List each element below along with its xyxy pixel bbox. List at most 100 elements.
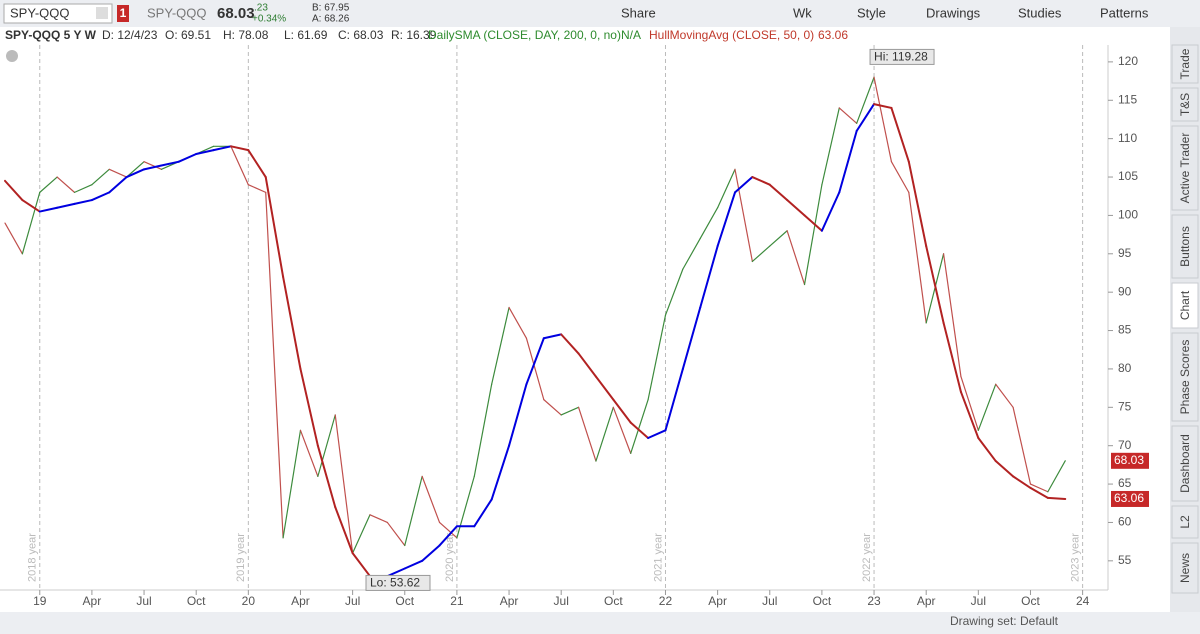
side-tab-label: T&S: [1178, 93, 1192, 116]
series-segment: [1029, 486, 1049, 499]
x-tick-label: 22: [659, 594, 673, 608]
side-tab[interactable]: [1171, 332, 1199, 422]
series-segment: [317, 414, 336, 477]
side-tab[interactable]: [1171, 87, 1199, 122]
series-segment: [542, 333, 563, 340]
series-segment: [751, 176, 771, 186]
x-tick-label: Apr: [500, 594, 519, 608]
series-segment: [247, 184, 267, 193]
toolbar-button[interactable]: Style: [857, 5, 886, 20]
change-pct: +0.34%: [252, 14, 286, 25]
series-segment: [39, 176, 58, 193]
side-tab[interactable]: [1171, 542, 1199, 594]
symbol-dropdown[interactable]: [96, 7, 108, 19]
annotation-box: [365, 574, 431, 591]
x-tick-label: 24: [1076, 594, 1090, 608]
side-tab[interactable]: [1171, 214, 1199, 279]
side-tab[interactable]: [1171, 44, 1199, 84]
series-segment: [612, 406, 632, 454]
series-segment: [716, 191, 736, 248]
series-segment: [856, 76, 875, 124]
side-tab[interactable]: [1171, 425, 1199, 502]
price-badge-label: 63.06: [1114, 491, 1144, 505]
x-tick-label: 19: [33, 594, 47, 608]
series-segment: [1012, 475, 1032, 489]
series-segment: [838, 129, 858, 194]
side-tab[interactable]: [1171, 505, 1199, 539]
link-badge[interactable]: [117, 5, 129, 22]
series-segment: [264, 176, 285, 278]
series-segment: [681, 306, 702, 370]
y-tick-label: 115: [1118, 92, 1137, 106]
year-label: 2021 year: [652, 533, 664, 582]
toolbar-button[interactable]: Share: [621, 5, 656, 20]
series-segment: [682, 237, 701, 270]
status-bar: [0, 612, 1200, 634]
annotation: Lo: 53.62: [370, 576, 420, 590]
series-segment: [126, 161, 145, 178]
study-field: D: 12/4/23: [102, 28, 158, 42]
series-segment: [612, 398, 632, 424]
series-segment: [1029, 483, 1049, 493]
series-segment: [803, 214, 823, 232]
series-segment: [1012, 406, 1032, 485]
series-segment: [595, 406, 614, 462]
series-segment: [873, 103, 893, 109]
side-tab-label: Phase Scores: [1178, 340, 1192, 415]
series-segment: [334, 414, 354, 554]
series-segment: [334, 506, 354, 555]
series-segment: [769, 230, 788, 247]
toolbar-button[interactable]: Drawings: [926, 5, 981, 20]
series-segment: [855, 103, 876, 132]
toolbar-button[interactable]: Wk: [793, 5, 812, 20]
series-segment: [473, 383, 493, 477]
ask: A: 68.26: [312, 14, 350, 25]
y-tick-label: 60: [1118, 515, 1132, 529]
x-tick-label: Oct: [1021, 594, 1040, 608]
side-tab[interactable]: [1171, 282, 1199, 329]
series-segment: [143, 164, 163, 171]
series-segment: [177, 153, 198, 163]
series-segment: [230, 145, 249, 186]
series-segment: [56, 202, 76, 209]
toolbar: [0, 0, 1200, 27]
series-segment: [838, 107, 858, 124]
y-tick-label: 70: [1118, 438, 1132, 452]
series-segment: [421, 475, 441, 524]
y-tick-label: 100: [1118, 208, 1138, 222]
sma-label: DailySMA (CLOSE, DAY, 200, 0, no): [428, 28, 621, 42]
side-tab-label: News: [1178, 553, 1192, 583]
series-segment: [942, 253, 962, 378]
drawing-set: Drawing set: Default: [950, 614, 1059, 628]
study-field: L: 61.69: [284, 28, 328, 42]
y-tick-label: 85: [1118, 323, 1132, 337]
y-tick-label: 95: [1118, 246, 1132, 260]
series-segment: [960, 376, 979, 431]
x-tick-label: Jul: [345, 594, 360, 608]
series-segment: [994, 460, 1015, 478]
series-segment: [959, 390, 980, 440]
info-icon[interactable]: [6, 50, 18, 62]
series-segment: [525, 337, 545, 401]
series-segment: [577, 352, 597, 378]
side-tab[interactable]: [1171, 125, 1199, 211]
symbol-box[interactable]: [3, 3, 113, 24]
study-field: O: 69.51: [165, 28, 211, 42]
series-segment: [108, 176, 128, 194]
series-segment: [438, 525, 458, 547]
series-segment: [73, 199, 93, 205]
series-segment: [525, 337, 545, 386]
series-segment: [699, 245, 719, 309]
x-tick-label: Oct: [395, 594, 414, 608]
series-segment: [212, 145, 232, 152]
series-segment: [90, 191, 111, 202]
series-segment: [438, 521, 458, 539]
toolbar-button[interactable]: Studies: [1018, 5, 1062, 20]
symbol: SPY-QQQ: [10, 5, 69, 20]
series-segment: [369, 514, 388, 524]
series-segment: [664, 367, 684, 432]
study-bar: [0, 27, 1170, 45]
toolbar-button[interactable]: Patterns: [1100, 5, 1149, 20]
series-segment: [768, 183, 789, 202]
